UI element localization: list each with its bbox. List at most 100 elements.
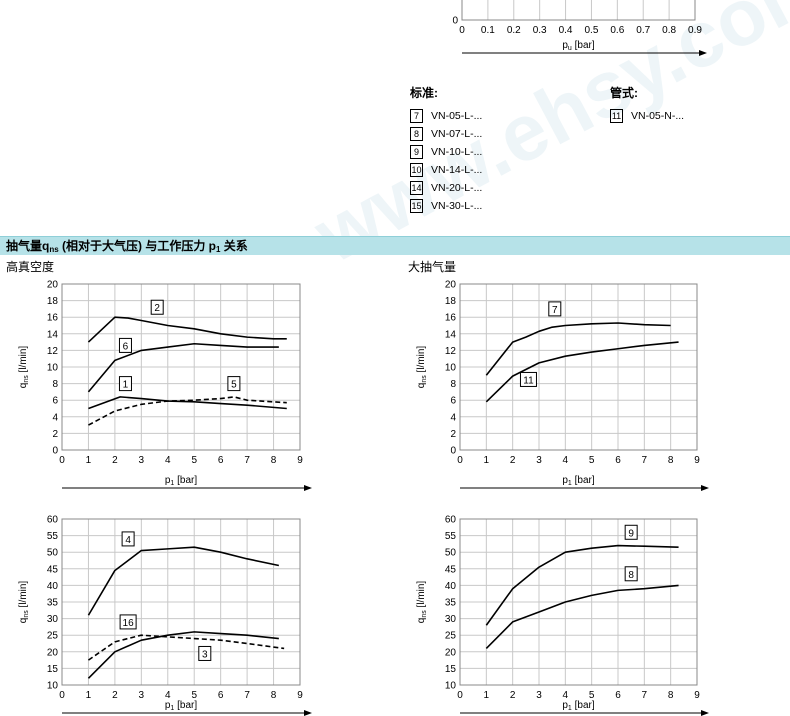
x-tick-label: 2 <box>510 690 516 701</box>
series-label-box <box>118 376 132 392</box>
series-line-11 <box>485 341 679 403</box>
y-tick-label: 16 <box>47 313 59 324</box>
series-label: 1 <box>123 380 129 391</box>
y-tick-label: 10 <box>445 363 457 374</box>
y-tick-label: 20 <box>445 280 457 291</box>
section-title-end: 关系 <box>220 239 248 253</box>
right-heading: 大抽气量 <box>408 260 457 274</box>
section-title-sub2: 1 <box>216 245 221 254</box>
y-tick-label: 4 <box>450 412 456 423</box>
x-tick-label: 9 <box>297 690 303 701</box>
x-tick-label: 0.3 <box>533 25 547 36</box>
x-tick-label: 0.4 <box>559 25 573 36</box>
y-tick-label: 8 <box>52 379 58 390</box>
y-axis-label: qns [l/min] <box>18 581 30 624</box>
y-tick-label: 10 <box>47 363 59 374</box>
x-axis-arrowhead <box>304 485 312 491</box>
x-tick-label: 5 <box>589 455 595 466</box>
legend-standard-item: 10 VN-14-L-... <box>410 161 482 179</box>
x-tick-label: 3 <box>139 455 145 466</box>
x-tick-label: 3 <box>139 690 145 701</box>
y-tick-label: 50 <box>47 548 59 559</box>
y-tick-label: 55 <box>445 531 457 542</box>
y-tick-label: 16 <box>445 313 457 324</box>
x-tick-label: 5 <box>191 690 197 701</box>
legend-standard-item-number: 14 <box>410 181 423 195</box>
series-label-box <box>548 301 562 317</box>
x-tick-label: 1 <box>484 455 490 466</box>
legend-standard: 标准: 7 VN-05-L-... 8 VN-07-L-... 9 VN-10-L-...… <box>410 84 482 215</box>
y-tick-label: 50 <box>445 548 457 559</box>
series-label: 6 <box>123 341 129 352</box>
legend-standard-item: 15 VN-30-L-... <box>410 197 482 215</box>
series-line-2 <box>87 316 287 343</box>
section-title-sub: ns <box>49 245 59 254</box>
x-tick-label: 4 <box>563 455 569 466</box>
series-label-box <box>198 645 212 661</box>
x-axis-label: p1 [bar] <box>562 700 594 712</box>
y-tick-label: 14 <box>445 329 457 340</box>
y-axis-label: qns [l/min] <box>416 581 428 624</box>
series-label-box <box>118 337 132 353</box>
x-tick-label: 6 <box>218 690 224 701</box>
x-tick-label: 4 <box>165 455 171 466</box>
series-line-9 <box>485 544 679 626</box>
x-tick-label: 0.1 <box>481 25 495 36</box>
y-axis-label: qns [l/min] <box>18 346 30 389</box>
y-axis-label: qns [l/min] <box>416 346 428 389</box>
legend-standard-item-number: 7 <box>410 109 423 123</box>
legend-standard-item: 7 VN-05-L-... <box>410 107 482 125</box>
x-tick-label: 3 <box>536 690 542 701</box>
x-tick-label: 0.7 <box>636 25 650 36</box>
plot-frame <box>61 283 301 451</box>
y-tick-label: 0 <box>450 446 456 457</box>
y-tick-label: 15 <box>445 664 457 675</box>
y-tick-label: 14 <box>47 329 59 340</box>
x-axis-arrowhead <box>699 50 707 56</box>
series-label: 11 <box>523 375 534 386</box>
chart-top-partial: 00.10.20.30.40.50.60.70.80.900.1pu [bar] <box>452 0 707 56</box>
x-tick-label: 5 <box>589 690 595 701</box>
legend-inline-title: 管式: <box>610 86 638 100</box>
y-tick-label: 25 <box>445 631 457 642</box>
series-label: 8 <box>628 570 634 581</box>
x-tick-label: 7 <box>244 455 250 466</box>
series-line-1 <box>88 396 287 410</box>
x-tick-label: 1 <box>86 690 92 701</box>
series-line-6 <box>87 342 279 393</box>
series-label: 3 <box>202 649 208 660</box>
series-label-box <box>150 299 164 315</box>
x-tick-label: 2 <box>112 455 118 466</box>
legend-standard-item-label: VN-14-L-... <box>431 164 483 176</box>
y-tick-label: 20 <box>47 647 59 658</box>
x-tick-label: 0.2 <box>507 25 521 36</box>
plot-frame <box>61 518 301 686</box>
plot-frame <box>459 518 698 686</box>
legend-standard-item-label: VN-07-L-... <box>431 128 483 140</box>
x-tick-label: 6 <box>615 690 621 701</box>
x-tick-label: 7 <box>244 690 250 701</box>
y-tick-label: 8 <box>450 379 456 390</box>
section-title-bar: 抽气量qns (相对于大气压) 与工作压力 p1 关系 <box>0 236 790 255</box>
series-label-box <box>624 566 638 582</box>
x-tick-label: 0.5 <box>584 25 598 36</box>
x-tick-label: 9 <box>297 455 303 466</box>
legend-standard-item: 9 VN-10-L-... <box>410 143 482 161</box>
series-label: 7 <box>552 305 558 316</box>
plot-frame <box>461 0 696 21</box>
x-tick-label: 0 <box>59 455 65 466</box>
x-axis-label: pu [bar] <box>562 40 594 52</box>
legend-inline-item-number: 11 <box>610 109 623 123</box>
y-tick-label: 6 <box>450 396 456 407</box>
x-tick-label: 9 <box>694 690 700 701</box>
x-tick-label: 5 <box>191 455 197 466</box>
y-tick-label: 4 <box>52 412 58 423</box>
y-tick-label: 6 <box>52 396 58 407</box>
legend-standard-item-label: VN-30-L-... <box>431 200 483 212</box>
x-tick-label: 6 <box>218 455 224 466</box>
y-tick-label: 40 <box>47 581 59 592</box>
legend-standard-item-number: 9 <box>410 145 423 159</box>
y-tick-label: 30 <box>47 614 59 625</box>
